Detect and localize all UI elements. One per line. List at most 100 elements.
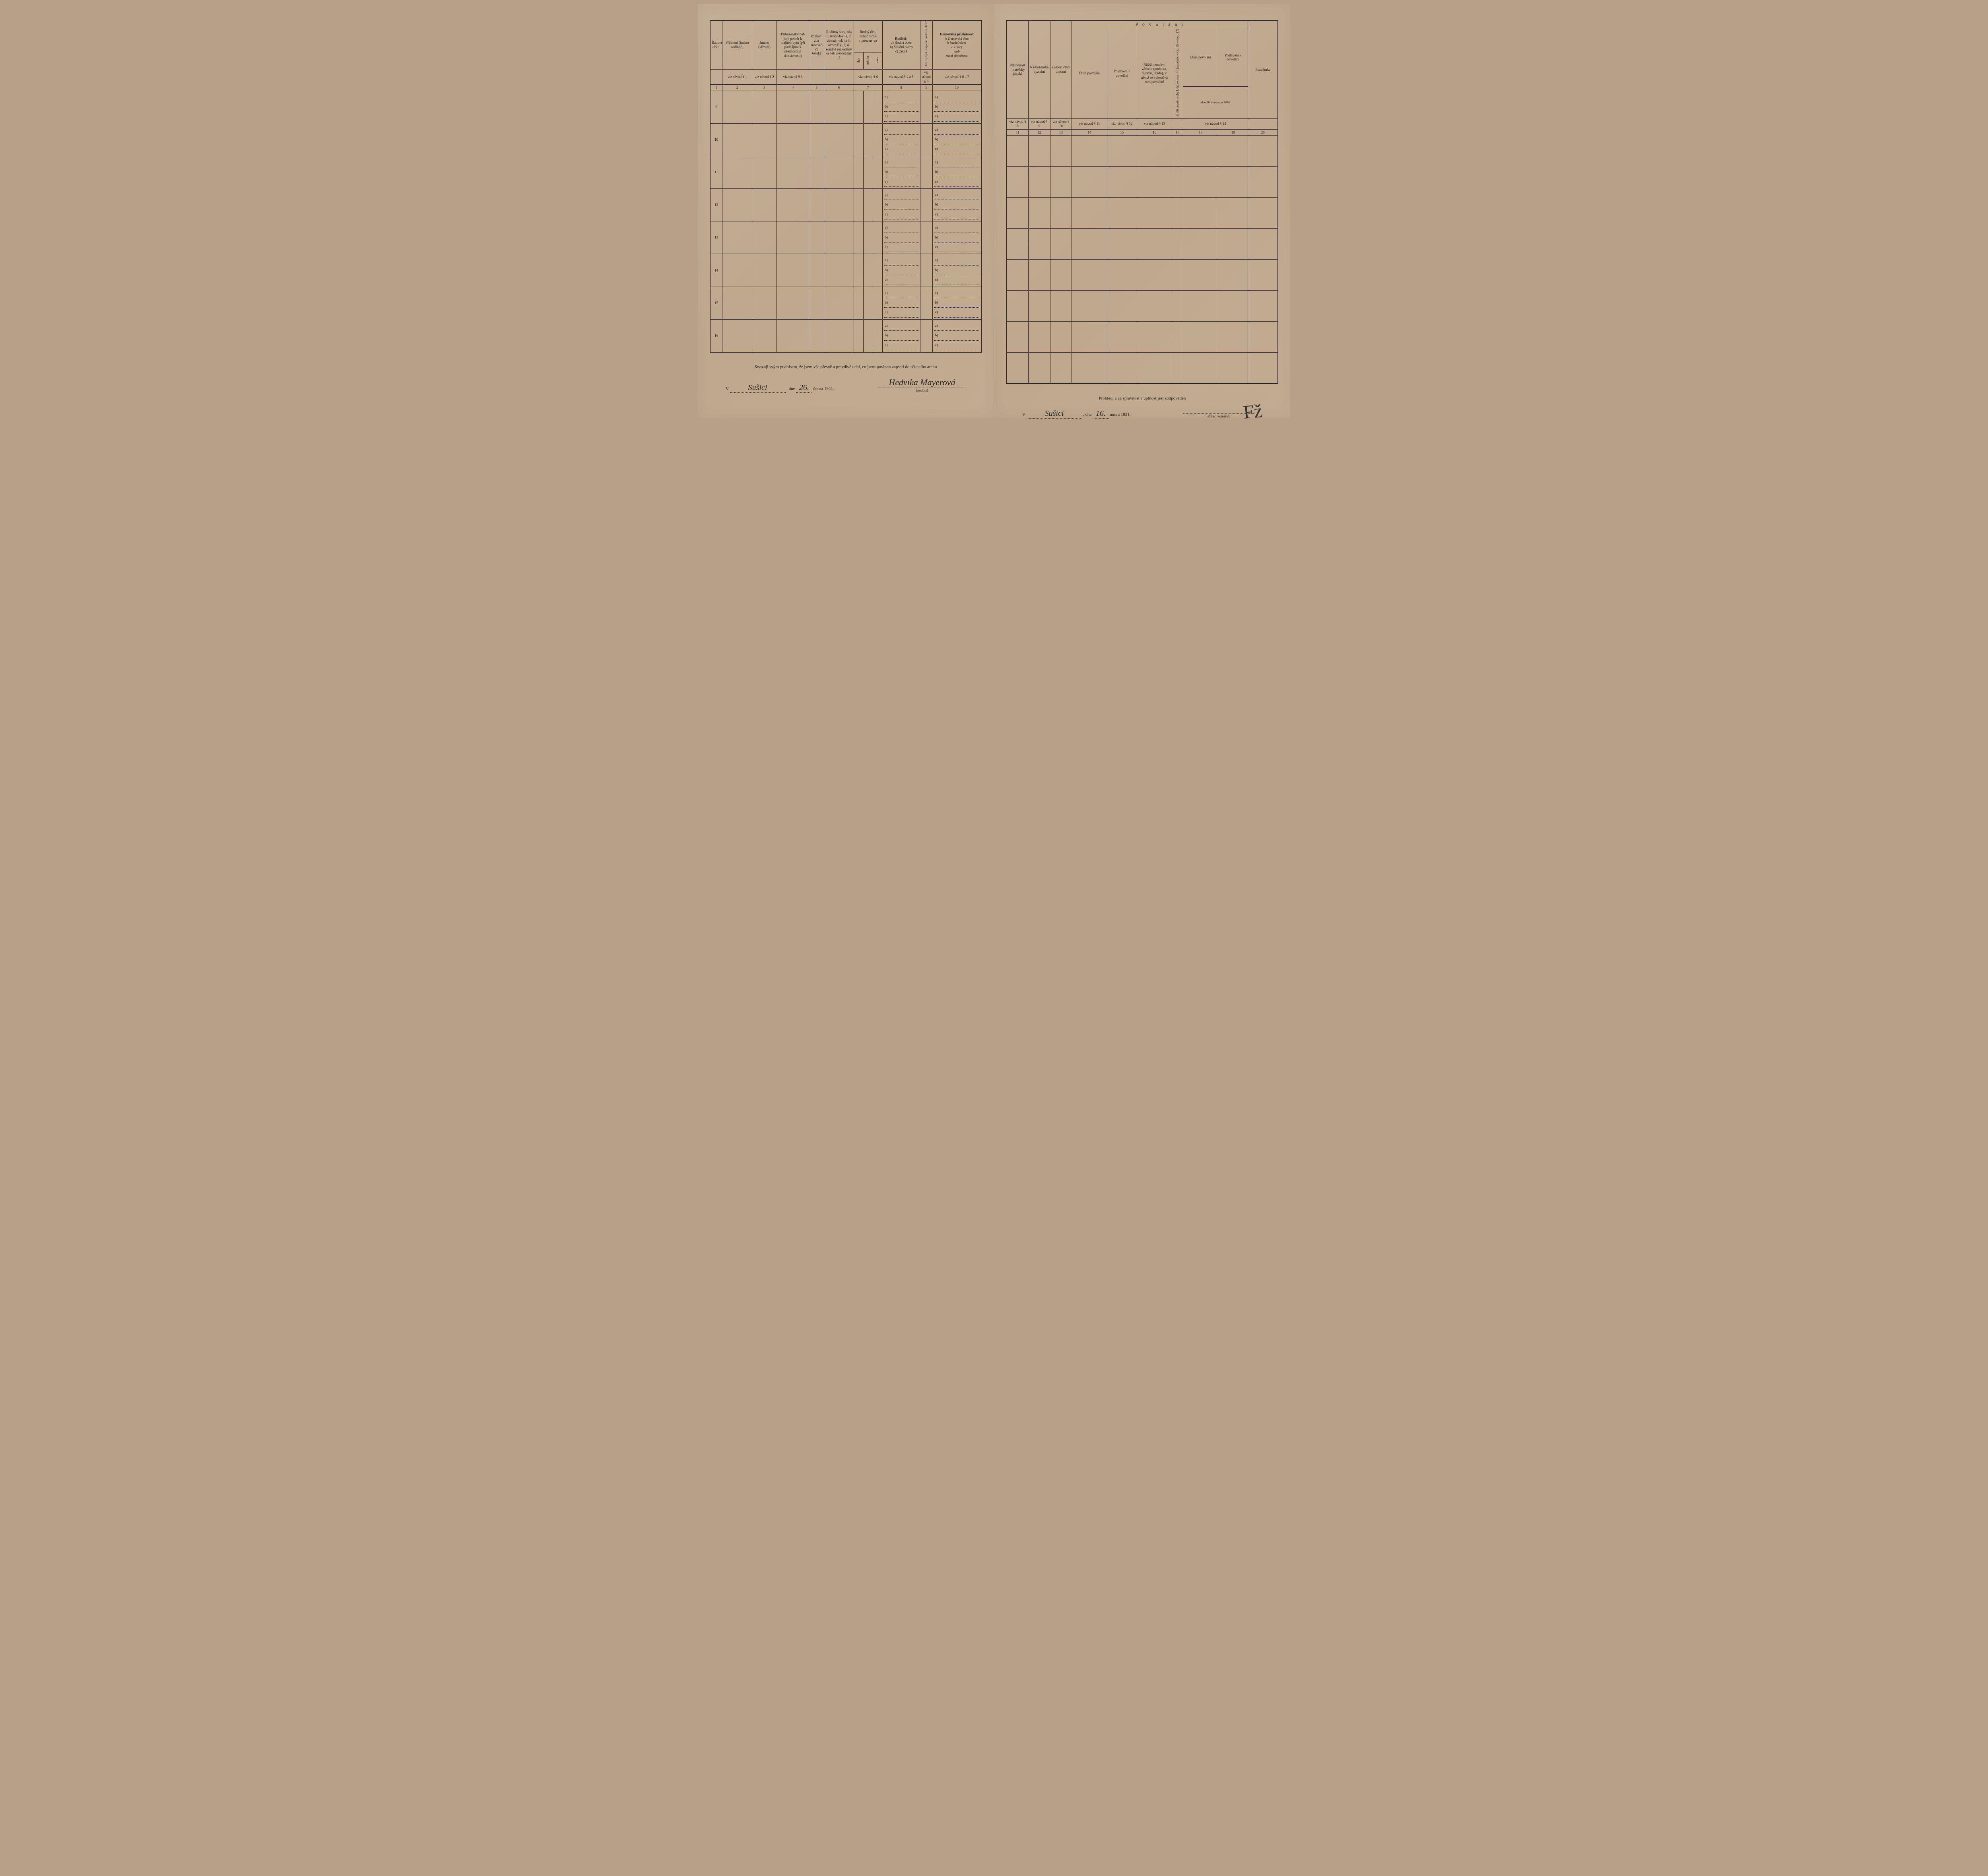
cell	[1050, 198, 1072, 229]
cell	[1029, 198, 1050, 229]
table-row: 14a)b)c)a)b)c)	[710, 254, 981, 287]
cell	[809, 319, 824, 352]
hdr-col6: Rodinný stav, zda 1. svobodný -á, 2. žen…	[824, 20, 854, 70]
hdr-col20: Poznámka	[1248, 20, 1278, 118]
cell	[752, 123, 777, 156]
cell	[1183, 136, 1218, 167]
hdr-col7a: dne	[854, 52, 863, 70]
left-footer: Stvrzuji svým podpisem, že jsem vše přes…	[710, 365, 982, 393]
rnum-19: 19	[1218, 129, 1248, 136]
cell	[863, 254, 873, 287]
domicile-cell: a)b)c)	[932, 287, 981, 319]
rref-18: viz návod § 14	[1183, 118, 1248, 129]
cell	[809, 189, 824, 221]
cell	[824, 221, 854, 254]
cell	[777, 319, 809, 352]
cell	[1029, 167, 1050, 198]
ref-empty	[710, 70, 722, 84]
cell	[854, 91, 863, 123]
hdr-col4: Příbuzenský neb jiný poměr k majiteli by…	[777, 20, 809, 70]
cell	[1007, 260, 1029, 291]
rnum-11: 11	[1007, 129, 1029, 136]
rnum-15: 15	[1107, 129, 1137, 136]
ref-7: viz návod § 4	[854, 70, 882, 84]
table-row	[1007, 353, 1278, 384]
ref-8: viz návod § 4 a 5	[882, 70, 920, 84]
cell	[1218, 136, 1248, 167]
num-3: 3	[752, 84, 777, 91]
cell	[722, 156, 752, 188]
hdr-col7b: měsíce	[863, 52, 873, 70]
ref-10: viz návod § 6 a 7	[932, 70, 981, 84]
cell	[854, 123, 863, 156]
hdr-col3: Jméno (křestní)	[752, 20, 777, 70]
cell	[1050, 167, 1072, 198]
commissioner-signature: Fž	[1242, 400, 1264, 423]
rnum-12: 12	[1029, 129, 1050, 136]
cell	[777, 221, 809, 254]
cell	[1072, 167, 1107, 198]
cell	[1050, 260, 1072, 291]
hdr-col8: Rodiště: a) Rodná obec b) Soudní okres c…	[882, 20, 920, 70]
cell	[1072, 353, 1107, 384]
num-6: 6	[824, 84, 854, 91]
cell	[1107, 260, 1137, 291]
cell	[809, 123, 824, 156]
cell	[824, 156, 854, 188]
cell	[1248, 198, 1278, 229]
cell	[854, 254, 863, 287]
cell	[1007, 353, 1029, 384]
cell	[1183, 198, 1218, 229]
cell	[722, 189, 752, 221]
hdr-povolani: P o v o l á n í	[1072, 20, 1248, 28]
cell	[1072, 198, 1107, 229]
cell	[1072, 136, 1107, 167]
cell	[1172, 136, 1183, 167]
domicile-cell: a)b)c)	[932, 123, 981, 156]
cell	[1029, 229, 1050, 260]
cell	[854, 189, 863, 221]
row-number: 13	[710, 221, 722, 254]
birthplace-cell: a)b)c)	[882, 123, 920, 156]
table-row: 13a)b)c)a)b)c)	[710, 221, 981, 254]
birthplace-cell: a)b)c)	[882, 287, 920, 319]
cell	[863, 221, 873, 254]
rnum-16: 16	[1137, 129, 1172, 136]
right-body	[1007, 136, 1278, 384]
cell	[1172, 291, 1183, 322]
row-number: 10	[710, 123, 722, 156]
hdr-col15: Postavení v povolání	[1107, 28, 1137, 119]
right-place-group: V Sušici , dne 16. února 1921.	[1022, 409, 1131, 419]
cell	[863, 123, 873, 156]
cell	[777, 287, 809, 319]
rref-16: viz návod § 13	[1137, 118, 1172, 129]
cell	[1218, 353, 1248, 384]
hdr-col17: Bližší poměr osoby k držiteli pol. 16 (u…	[1172, 28, 1183, 119]
cell	[1183, 229, 1218, 260]
cell	[824, 319, 854, 352]
domicile-cell: a)b)c)	[932, 189, 981, 221]
right-sig-label: sčítací komisař.	[1208, 414, 1230, 418]
cell	[777, 123, 809, 156]
cell	[722, 319, 752, 352]
cell	[777, 189, 809, 221]
cell	[1137, 322, 1172, 353]
cell	[1107, 198, 1137, 229]
cell	[752, 319, 777, 352]
table-row	[1007, 136, 1278, 167]
cell	[1172, 260, 1183, 291]
cell	[1029, 322, 1050, 353]
cell	[1007, 291, 1029, 322]
cell	[1007, 167, 1029, 198]
rref-11: viz návod § 8	[1007, 118, 1029, 129]
cell	[873, 319, 882, 352]
cell	[1107, 322, 1137, 353]
cell	[1248, 322, 1278, 353]
cell	[1050, 353, 1072, 384]
cell	[824, 123, 854, 156]
ref-6	[824, 70, 854, 84]
rref-17	[1172, 118, 1183, 129]
cell	[777, 91, 809, 123]
domicile-cell: a)b)c)	[932, 319, 981, 352]
cell	[920, 254, 932, 287]
